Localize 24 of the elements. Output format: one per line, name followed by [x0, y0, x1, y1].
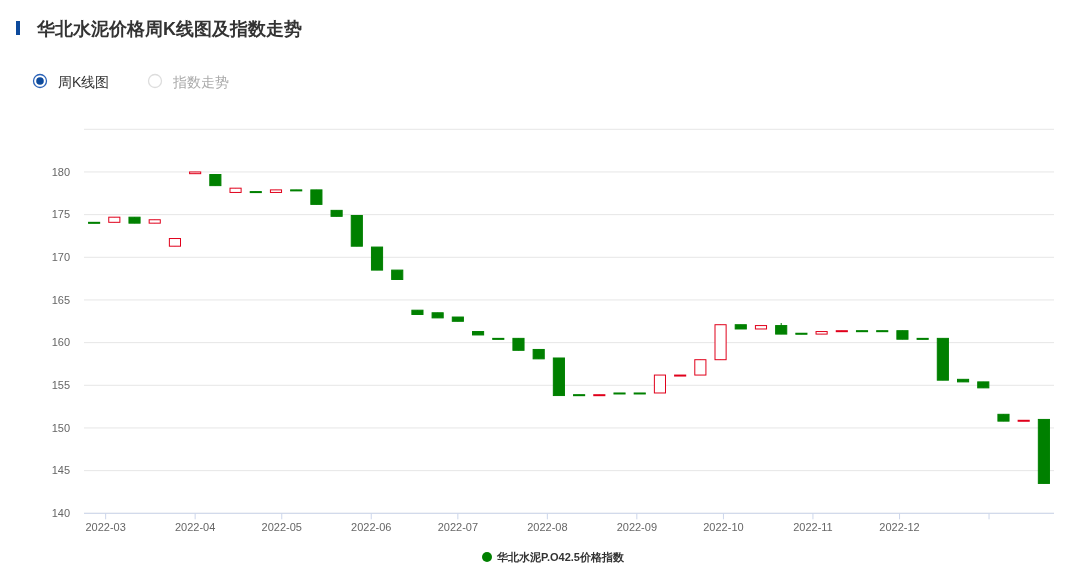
- candlestick: [370, 246, 384, 271]
- y-tick-label: 180: [51, 165, 70, 178]
- x-tick-label: 2022-07: [437, 521, 479, 534]
- x-tick-label: 2022-09: [616, 521, 658, 534]
- y-tick-label: 160: [51, 336, 70, 349]
- legend-label: 华北水泥P.O42.5价格指数: [496, 550, 625, 563]
- text: 周K线图: [58, 73, 110, 90]
- text: 指数走势: [172, 73, 229, 90]
- chart-title: 华北水泥价格周K线图及指数走势: [36, 19, 302, 39]
- x-tick-label: 2022-08: [527, 521, 568, 534]
- x-tick-label: 2022-06: [351, 521, 392, 534]
- y-tick-label: 140: [51, 507, 70, 520]
- y-tick-label: 170: [51, 251, 70, 264]
- y-tick-label: 150: [51, 421, 70, 434]
- x-tick-label: 2022-04: [174, 521, 216, 534]
- x-tick-label: 2022-11: [793, 521, 833, 534]
- y-tick-label: 155: [51, 379, 70, 392]
- x-tick-label: 2022-03: [85, 521, 126, 534]
- y-tick-label: 165: [51, 293, 70, 306]
- x-tick-label: 2022-05: [261, 521, 302, 534]
- x-tick-label: 2022-12: [879, 521, 920, 534]
- y-tick-label: 175: [51, 208, 70, 221]
- y-tick-label: 145: [51, 464, 70, 477]
- x-tick-label: 2022-10: [703, 521, 744, 534]
